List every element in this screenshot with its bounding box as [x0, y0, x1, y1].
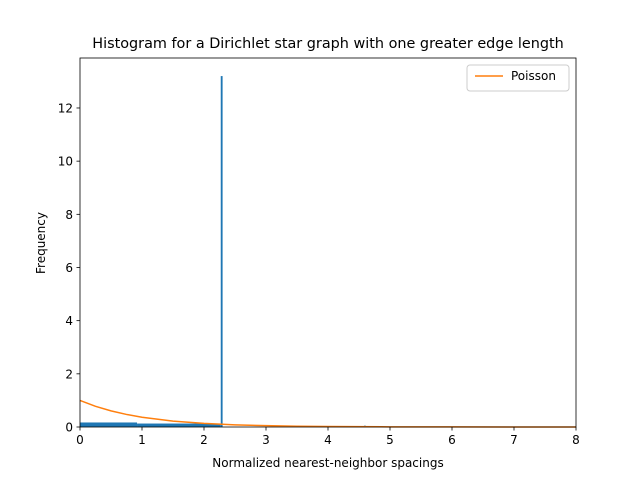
x-tick-label-5: 5: [386, 433, 394, 447]
x-tick-label-3: 3: [262, 433, 270, 447]
x-tick-label-7: 7: [510, 433, 518, 447]
series-line-poisson: [79, 399, 577, 428]
x-tick-label-4: 4: [324, 433, 332, 447]
y-tick-label-1: 2: [65, 367, 73, 381]
legend: Poisson: [466, 64, 570, 92]
histogram-bar-1: [137, 423, 221, 427]
lines-layer: [79, 399, 577, 428]
x-tick-label-6: 6: [448, 433, 456, 447]
y-tick-label-5: 10: [58, 155, 73, 169]
x-axis-ticks: 0 1 2 3 4 5 6 7 8: [76, 427, 580, 447]
plot-frame: [79, 57, 577, 428]
x-tick-label-0: 0: [76, 433, 84, 447]
x-tick-label-1: 1: [138, 433, 146, 447]
chart-title: Histogram for a Dirichlet star graph wit…: [92, 36, 564, 52]
x-tick-label-2: 2: [200, 433, 208, 447]
y-tick-label-0: 0: [65, 421, 73, 435]
y-axis-label: Frequency: [34, 212, 48, 274]
bars-layer: [80, 76, 366, 427]
y-tick-label-6: 12: [58, 101, 73, 115]
legend-box: [466, 64, 570, 92]
x-tick-label-8: 8: [572, 433, 580, 447]
y-tick-label-4: 8: [65, 208, 73, 222]
legend-label-poisson: Poisson: [511, 69, 556, 83]
y-tick-label-2: 4: [65, 314, 73, 328]
y-axis-ticks: 0 2 4 6 8 10 12: [58, 101, 80, 435]
x-axis-label: Normalized nearest-neighbor spacings: [212, 456, 443, 470]
histogram-bar-0: [80, 422, 138, 427]
y-tick-label-3: 6: [65, 261, 73, 275]
histogram-bar-2: [220, 76, 223, 427]
